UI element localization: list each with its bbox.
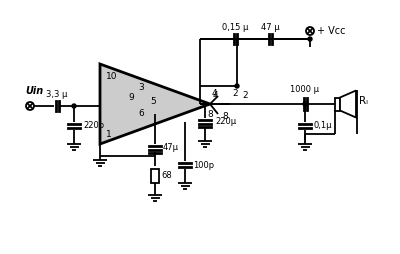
Circle shape bbox=[235, 84, 239, 88]
Text: 9: 9 bbox=[128, 93, 134, 103]
Text: 220p: 220p bbox=[83, 121, 104, 131]
Text: 3: 3 bbox=[138, 84, 144, 92]
Bar bbox=[151, 169, 159, 183]
Text: Uin: Uin bbox=[25, 86, 43, 96]
Text: 10: 10 bbox=[106, 72, 118, 81]
Text: 47 μ: 47 μ bbox=[261, 23, 279, 32]
Text: 1000 μ: 1000 μ bbox=[290, 85, 320, 94]
Circle shape bbox=[198, 102, 202, 106]
Text: 5: 5 bbox=[150, 98, 156, 106]
Text: 3,3 μ: 3,3 μ bbox=[46, 90, 68, 99]
Polygon shape bbox=[340, 90, 356, 118]
Text: Rₗ: Rₗ bbox=[359, 96, 368, 106]
Text: 220μ: 220μ bbox=[215, 118, 236, 126]
Text: 2: 2 bbox=[232, 89, 238, 98]
Text: 47μ: 47μ bbox=[163, 144, 179, 152]
Circle shape bbox=[203, 102, 207, 106]
Polygon shape bbox=[100, 64, 210, 144]
Circle shape bbox=[303, 102, 307, 106]
Text: + Vcc: + Vcc bbox=[317, 26, 346, 36]
Circle shape bbox=[308, 37, 312, 41]
Text: 6: 6 bbox=[138, 109, 144, 119]
Circle shape bbox=[72, 104, 76, 108]
Text: 0,1μ: 0,1μ bbox=[313, 121, 332, 131]
Text: 100p: 100p bbox=[193, 161, 214, 169]
Text: 1: 1 bbox=[106, 130, 112, 139]
Text: 0,15 μ: 0,15 μ bbox=[222, 23, 248, 32]
Text: 4: 4 bbox=[213, 91, 219, 101]
Bar bbox=[335, 98, 340, 110]
Text: 4: 4 bbox=[212, 89, 218, 98]
Text: 8: 8 bbox=[222, 112, 228, 121]
Text: 8: 8 bbox=[207, 110, 213, 119]
Text: 2: 2 bbox=[242, 91, 248, 101]
Text: 68: 68 bbox=[161, 171, 172, 181]
